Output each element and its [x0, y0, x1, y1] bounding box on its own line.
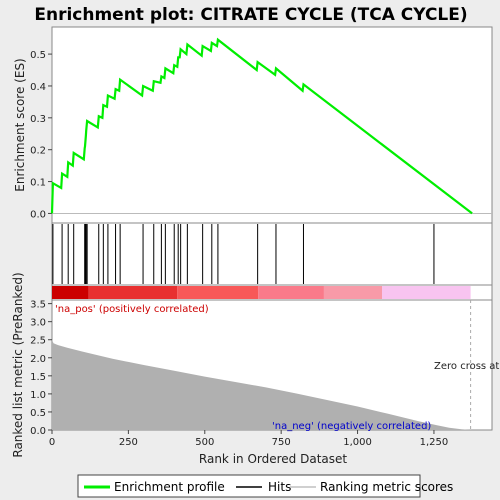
- rank-ytick-label: 1.0: [30, 390, 46, 401]
- chart-title: Enrichment plot: CITRATE CYCLE (TCA CYCL…: [34, 5, 467, 25]
- zero-cross-label: Zero cross at 1: [434, 361, 500, 372]
- rank-ytick-label: 0.5: [30, 408, 46, 419]
- rank-ytick-label: 0.0: [30, 426, 46, 437]
- es-ytick-label: 0.1: [30, 178, 46, 189]
- legend: [77, 474, 421, 498]
- x-axis-label: Rank in Ordered Dataset: [199, 452, 347, 466]
- x-tick-label: 1,000: [343, 437, 372, 448]
- rank-ytick-label: 3.5: [30, 300, 46, 311]
- es-ytick-label: 0.3: [30, 114, 46, 125]
- x-tick-label: 1,250: [420, 437, 449, 448]
- legend-enrichment-label: Enrichment profile: [114, 480, 225, 494]
- x-tick-label: 0: [49, 437, 55, 448]
- positive-correlation-label: 'na_pos' (positively correlated): [55, 304, 209, 315]
- es-ytick-label: 0.4: [30, 82, 46, 93]
- es-ytick-label: 0.2: [30, 146, 46, 157]
- x-tick-label: 500: [195, 437, 214, 448]
- es-ytick-label: 0.5: [30, 50, 46, 61]
- x-axis: 0 250 500 750 1,000 1,250: [49, 430, 448, 448]
- ranking-metric-area: [52, 339, 473, 430]
- heat-band: [323, 286, 382, 299]
- x-tick-label: 750: [272, 437, 291, 448]
- es-ytick-label: 0.0: [30, 209, 46, 220]
- hits-marks: [52, 224, 435, 284]
- es-panel: [51, 26, 493, 224]
- heat-band: [88, 286, 178, 299]
- heat-band: [258, 286, 324, 299]
- negative-correlation-label: 'na_neg' (negatively correlated): [272, 421, 431, 432]
- rank-ytick-label: 1.5: [30, 372, 46, 383]
- x-tick-label: 250: [119, 437, 138, 448]
- heat-band: [52, 286, 89, 299]
- legend-ranking-label: Ranking metric scores: [320, 480, 453, 494]
- rank-ytick-label: 3.0: [30, 318, 46, 329]
- heat-band: [177, 286, 259, 299]
- rank-y-axis: 0.0 0.5 1.0 1.5 2.0 2.5 3.0 3.5: [30, 300, 52, 437]
- heat-bar: [52, 286, 471, 299]
- enrichment-profile-line: [50, 37, 473, 215]
- hits-panel: [51, 222, 493, 286]
- es-y-axis: 0.0 0.1 0.2 0.3 0.4 0.5: [30, 50, 52, 220]
- rank-ytick-label: 2.5: [30, 336, 46, 347]
- heat-band: [382, 286, 471, 299]
- rank-ylabel: Ranked list metric (PreRanked): [11, 272, 25, 457]
- legend-hits-label: Hits: [268, 480, 291, 494]
- rank-ytick-label: 2.0: [30, 354, 46, 365]
- es-ylabel: Enrichment score (ES): [13, 58, 27, 191]
